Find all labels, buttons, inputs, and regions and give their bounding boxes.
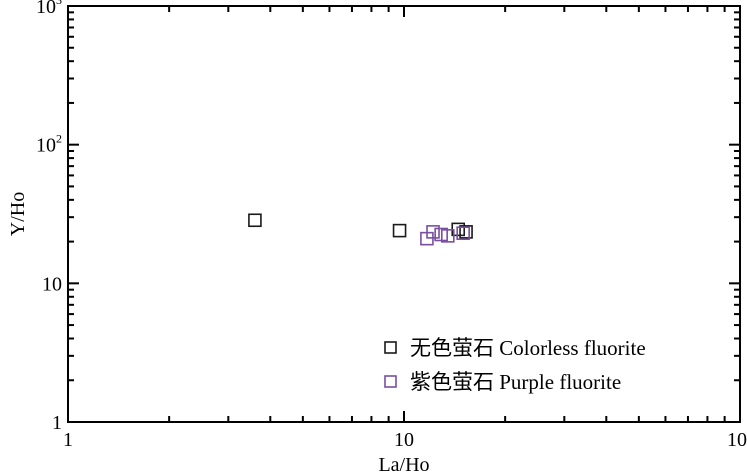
legend-label: 紫色萤石 Purple fluorite — [410, 370, 621, 394]
x-tick-label: 102 — [727, 426, 747, 451]
x-axis-title: La/Ho — [378, 454, 429, 476]
data-point — [440, 229, 455, 243]
y-axis-title: Y/Ho — [7, 192, 29, 236]
data-point — [392, 223, 407, 238]
data-point — [426, 225, 440, 239]
x-tick-label: 10 — [394, 429, 414, 451]
y-tick-label: 103 — [36, 0, 62, 18]
x-tick-label: 1 — [63, 429, 73, 451]
legend-marker — [384, 375, 397, 388]
legend-label: 无色萤石 Colorless fluorite — [410, 336, 646, 360]
axis-ticks — [67, 6, 740, 423]
tick-labels: 1 10 102 1 10 102 103 — [36, 0, 747, 451]
data-point — [248, 213, 262, 228]
legend: 无色萤石 Colorless fluorite 紫色萤石 Purple fluor… — [384, 336, 646, 394]
y-tick-label: 1 — [52, 412, 62, 434]
y-tick-label: 10 — [42, 273, 62, 295]
y-tick-label: 102 — [36, 132, 62, 157]
data-point — [456, 226, 470, 240]
legend-marker — [384, 341, 397, 354]
data-points — [248, 213, 473, 246]
data-point — [459, 225, 473, 239]
